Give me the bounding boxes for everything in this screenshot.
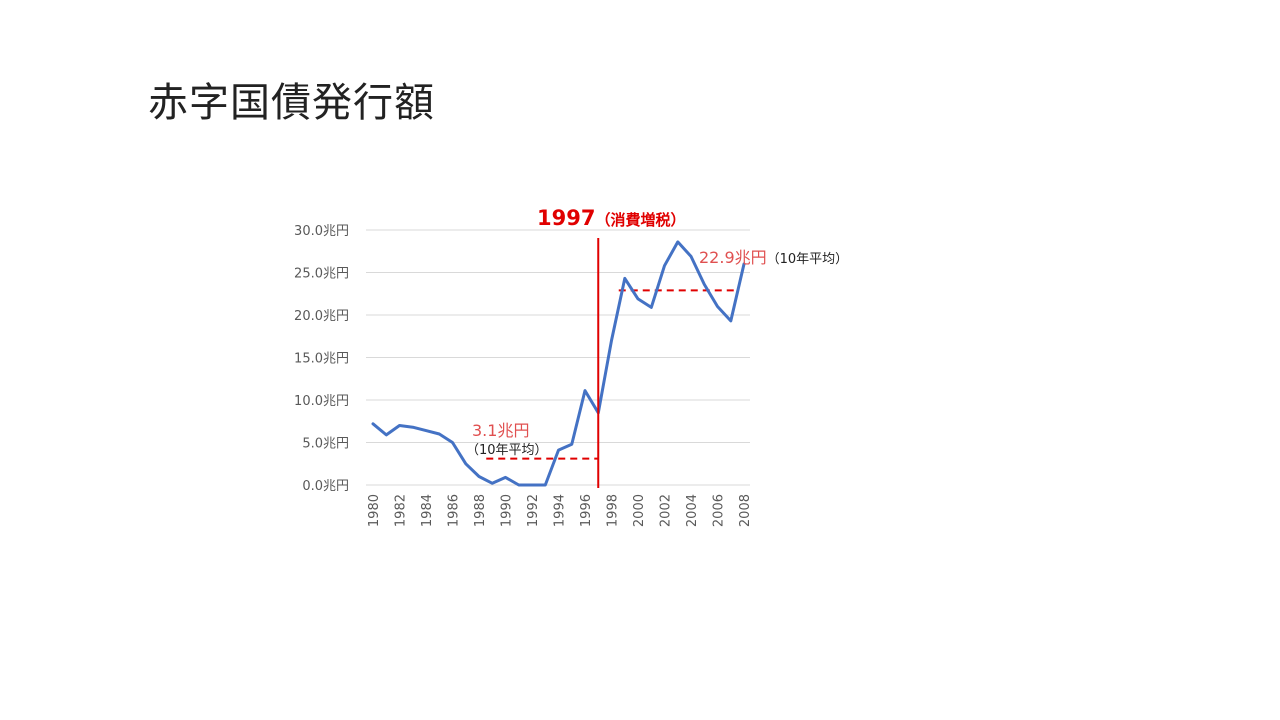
avg-after-value: 22.9兆円（10年平均） <box>699 248 848 267</box>
y-tick-label: 0.0兆円 <box>302 479 349 494</box>
x-tick-label: 1982 <box>394 494 409 527</box>
avg-before-value: 3.1兆円 <box>472 421 529 440</box>
average-lines <box>486 289 738 460</box>
y-tick-label: 30.0兆円 <box>294 224 349 239</box>
y-tick-label: 5.0兆円 <box>302 437 349 452</box>
y-tick-label: 20.0兆円 <box>294 309 349 324</box>
avg-before-note: （10年平均） <box>466 443 548 458</box>
event-sub-label: （消費増税） <box>595 211 685 229</box>
y-tick-label: 15.0兆円 <box>294 352 349 367</box>
x-tick-label: 1984 <box>420 494 435 527</box>
event-year-label: 1997（消費増税） <box>537 206 685 230</box>
slide-title: 赤字国債発行額 <box>148 80 435 126</box>
x-tick-label: 1996 <box>579 494 594 527</box>
x-tick-label: 2008 <box>738 494 753 527</box>
x-tick-label: 1986 <box>447 494 462 527</box>
avg-after-note: （10年平均） <box>767 252 849 267</box>
series-line <box>371 240 746 487</box>
grid-lines <box>366 229 750 486</box>
x-tick-label: 1994 <box>553 494 568 527</box>
y-tick-label: 10.0兆円 <box>294 394 349 409</box>
x-tick-label: 1992 <box>526 494 541 527</box>
x-tick-label: 1980 <box>367 494 382 527</box>
y-tick-label: 25.0兆円 <box>294 267 349 282</box>
x-tick-label: 1990 <box>500 494 515 527</box>
y-axis-ticks: 0.0兆円 5.0兆円 10.0兆円 15.0兆円 20.0兆円 25.0兆円 30.0兆円 <box>294 224 349 494</box>
x-axis-ticks: 1980 1982 1984 1986 1988 1990 1992 1994 1996 1998… <box>367 494 753 527</box>
x-tick-label: 1998 <box>606 494 621 527</box>
x-tick-label: 2004 <box>685 494 700 527</box>
x-tick-label: 1988 <box>473 494 488 527</box>
annotations: 1997（消費増税）3.1兆円（10年平均）22.9兆円（10年平均） <box>466 206 848 458</box>
x-tick-label: 2006 <box>712 494 727 527</box>
x-tick-label: 2000 <box>632 494 647 527</box>
series-layer <box>371 240 746 487</box>
x-tick-label: 2002 <box>659 494 674 527</box>
